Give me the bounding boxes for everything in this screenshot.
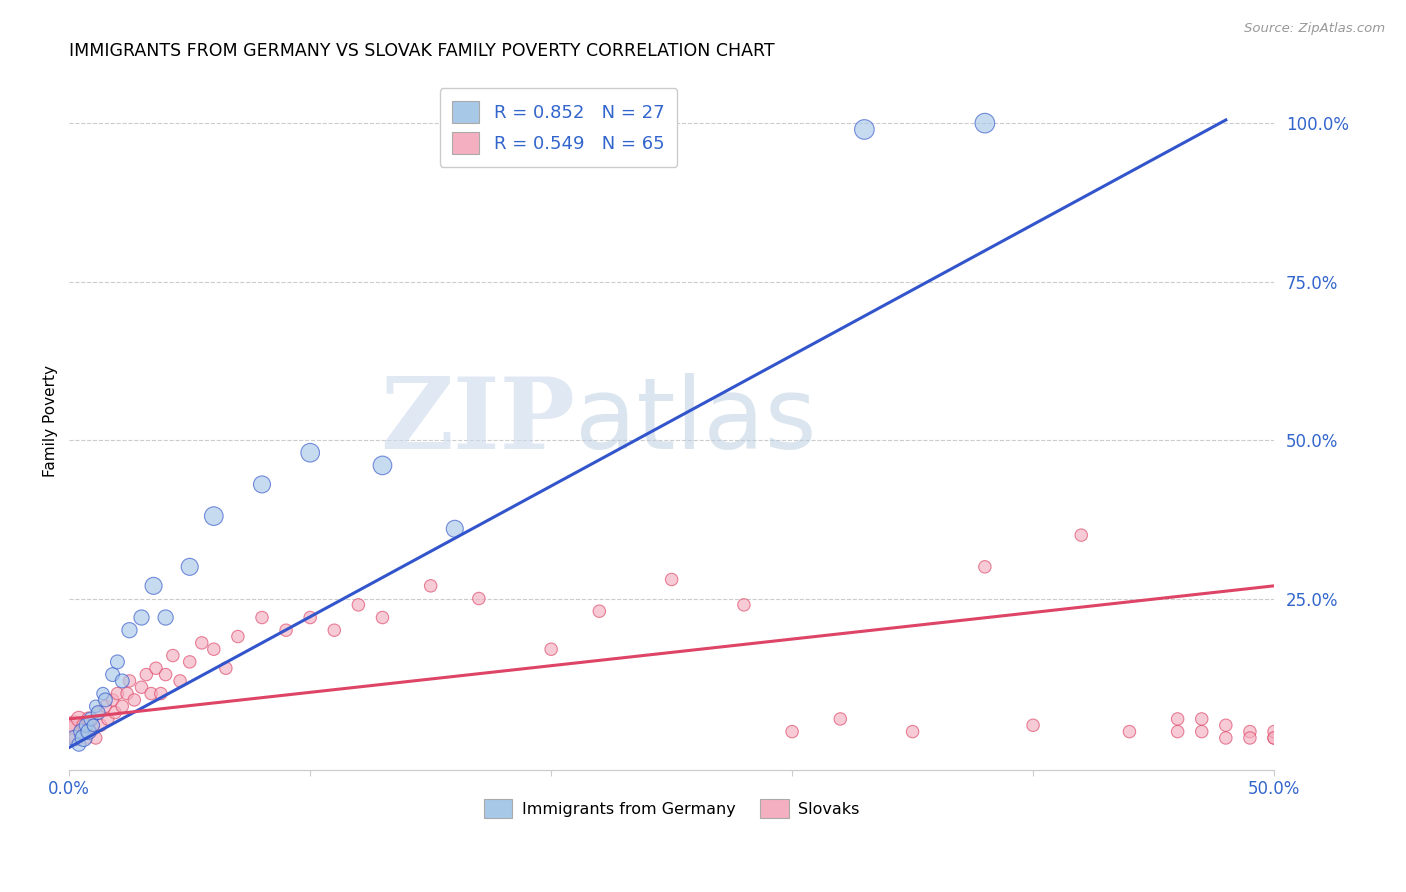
Point: [1167, 712, 1189, 726]
Point: [94, 693, 117, 707]
Point: [80, 724, 103, 739]
Y-axis label: Family Poverty: Family Poverty: [44, 365, 58, 477]
Point: [131, 610, 153, 624]
Point: [780, 724, 803, 739]
Point: [84, 699, 107, 714]
Point: [104, 706, 127, 720]
Point: [73, 718, 96, 732]
Point: [90, 718, 112, 732]
Point: [75, 718, 97, 732]
Point: [1263, 731, 1285, 745]
Point: [661, 573, 683, 587]
Point: [169, 673, 191, 688]
Point: [70, 724, 93, 739]
Point: [540, 642, 562, 657]
Point: [588, 604, 610, 618]
Point: [107, 655, 129, 669]
Point: [107, 687, 129, 701]
Point: [179, 655, 201, 669]
Point: [77, 712, 100, 726]
Point: [1167, 724, 1189, 739]
Point: [274, 624, 297, 638]
Point: [141, 687, 163, 701]
Point: [419, 579, 441, 593]
Point: [111, 673, 134, 688]
Point: [830, 712, 852, 726]
Point: [250, 477, 273, 491]
Point: [371, 610, 394, 624]
Legend: Immigrants from Germany, Slovaks: Immigrants from Germany, Slovaks: [478, 792, 866, 824]
Point: [118, 624, 141, 638]
Point: [80, 712, 103, 726]
Point: [202, 642, 225, 657]
Point: [1215, 718, 1237, 732]
Point: [1239, 724, 1261, 739]
Point: [115, 687, 138, 701]
Point: [190, 636, 212, 650]
Point: [60, 724, 83, 739]
Point: [179, 559, 201, 574]
Point: [145, 661, 167, 675]
Point: [901, 724, 924, 739]
Point: [91, 687, 114, 701]
Point: [84, 731, 107, 745]
Point: [443, 522, 465, 536]
Point: [131, 680, 153, 694]
Point: [155, 610, 177, 624]
Point: [1215, 731, 1237, 745]
Point: [299, 446, 322, 460]
Point: [77, 724, 100, 739]
Point: [347, 598, 370, 612]
Point: [162, 648, 184, 663]
Point: [97, 712, 120, 726]
Point: [142, 579, 165, 593]
Point: [1239, 731, 1261, 745]
Point: [323, 624, 346, 638]
Point: [73, 731, 96, 745]
Point: [124, 693, 146, 707]
Point: [299, 610, 322, 624]
Point: [215, 661, 238, 675]
Point: [87, 706, 110, 720]
Point: [70, 724, 93, 739]
Point: [75, 731, 97, 745]
Point: [733, 598, 755, 612]
Point: [202, 509, 225, 524]
Text: IMMIGRANTS FROM GERMANY VS SLOVAK FAMILY POVERTY CORRELATION CHART: IMMIGRANTS FROM GERMANY VS SLOVAK FAMILY…: [69, 42, 775, 60]
Point: [1191, 712, 1213, 726]
Point: [82, 718, 104, 732]
Point: [94, 699, 117, 714]
Point: [1118, 724, 1140, 739]
Point: [63, 718, 86, 732]
Point: [149, 687, 172, 701]
Point: [101, 693, 124, 707]
Point: [87, 706, 110, 720]
Text: ZIP: ZIP: [381, 373, 575, 469]
Point: [226, 630, 249, 644]
Point: [250, 610, 273, 624]
Point: [63, 731, 86, 745]
Point: [1191, 724, 1213, 739]
Point: [853, 122, 876, 136]
Text: Source: ZipAtlas.com: Source: ZipAtlas.com: [1244, 22, 1385, 36]
Point: [67, 712, 90, 726]
Point: [973, 116, 995, 130]
Point: [65, 731, 87, 745]
Point: [371, 458, 394, 473]
Text: atlas: atlas: [575, 373, 817, 469]
Point: [1263, 731, 1285, 745]
Point: [67, 737, 90, 751]
Point: [111, 699, 134, 714]
Point: [118, 673, 141, 688]
Point: [973, 559, 995, 574]
Point: [135, 667, 157, 681]
Point: [1263, 724, 1285, 739]
Point: [82, 718, 104, 732]
Point: [101, 667, 124, 681]
Point: [155, 667, 177, 681]
Point: [1070, 528, 1092, 542]
Point: [468, 591, 491, 606]
Point: [1022, 718, 1045, 732]
